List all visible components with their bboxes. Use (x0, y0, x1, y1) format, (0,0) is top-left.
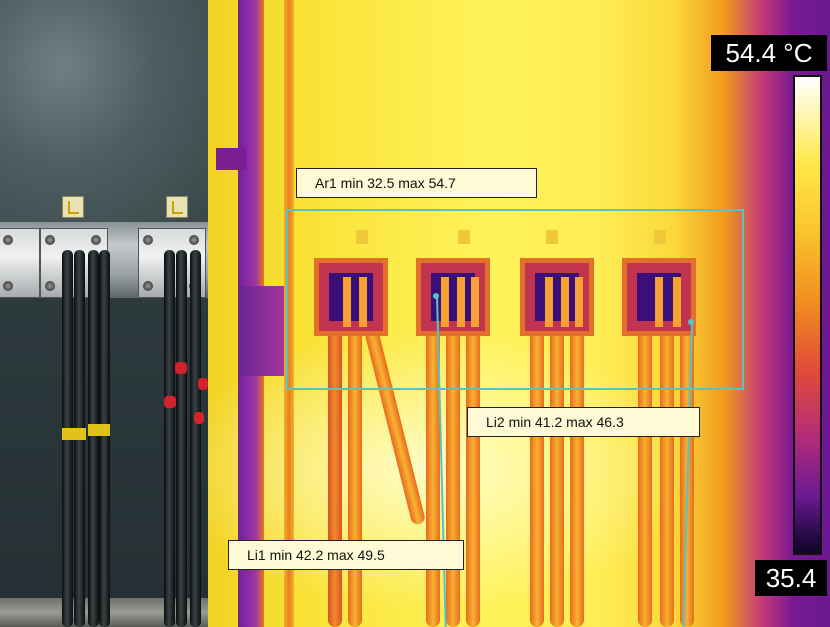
terminal-block (622, 258, 696, 336)
frame-bracket (216, 148, 246, 170)
red-marker-band (175, 362, 187, 374)
yellow-marker-band (88, 424, 110, 436)
panel-wall (0, 0, 208, 222)
frame-strip (284, 0, 294, 627)
hot-spot (458, 230, 470, 244)
area-measurement-label: Ar1 min 32.5 max 54.7 (296, 168, 537, 198)
thermal-cable (466, 320, 480, 627)
terminal-block (314, 258, 388, 336)
hot-spot (654, 230, 666, 244)
thermal-cable (530, 320, 544, 627)
visible-light-photo (0, 0, 208, 627)
thermal-cable (570, 320, 584, 627)
frame-bracket (238, 286, 284, 376)
thermal-cable (638, 320, 652, 627)
line-li1-label: Li1 min 42.2 max 49.5 (228, 540, 464, 570)
terminal-clamp (0, 228, 40, 298)
hot-spot (356, 230, 368, 244)
warning-tag (62, 196, 84, 218)
terminal-block (520, 258, 594, 336)
line-li1-endpoint (433, 293, 439, 299)
thermal-image (208, 0, 830, 627)
scale-min-temperature: 35.4 (755, 560, 827, 596)
warning-tag (166, 196, 188, 218)
thermal-cable (550, 320, 564, 627)
scale-max-temperature: 54.4 °C (711, 35, 827, 71)
cable (176, 250, 187, 627)
hot-spot (546, 230, 558, 244)
red-marker-band (194, 412, 204, 424)
cable (99, 250, 110, 627)
line-li2-endpoint (688, 319, 694, 325)
red-marker-band (164, 396, 176, 408)
cable (164, 250, 175, 627)
cable (190, 250, 201, 627)
line-li2-label: Li2 min 41.2 max 46.3 (467, 407, 700, 437)
yellow-marker-band (62, 428, 86, 440)
red-marker-band (198, 378, 208, 390)
temperature-color-scale (793, 75, 822, 555)
area-measurement-box (286, 209, 744, 390)
thermal-cable (660, 320, 674, 627)
cable (88, 250, 99, 627)
